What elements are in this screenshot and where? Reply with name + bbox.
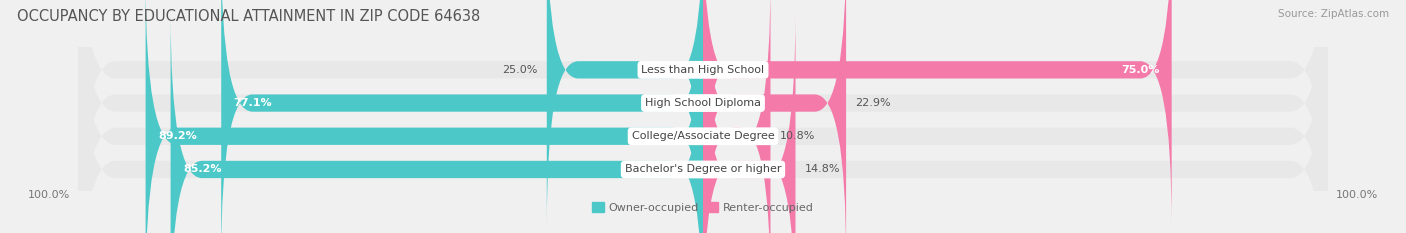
FancyBboxPatch shape	[703, 0, 770, 233]
FancyBboxPatch shape	[703, 0, 846, 233]
FancyBboxPatch shape	[79, 0, 1327, 233]
FancyBboxPatch shape	[79, 0, 1327, 233]
Text: 85.2%: 85.2%	[183, 164, 222, 175]
FancyBboxPatch shape	[146, 0, 703, 233]
FancyBboxPatch shape	[79, 0, 1327, 233]
Text: 75.0%: 75.0%	[1121, 65, 1159, 75]
FancyBboxPatch shape	[703, 12, 796, 233]
FancyBboxPatch shape	[170, 12, 703, 233]
Text: 10.8%: 10.8%	[780, 131, 815, 141]
Text: College/Associate Degree: College/Associate Degree	[631, 131, 775, 141]
Text: High School Diploma: High School Diploma	[645, 98, 761, 108]
Text: 77.1%: 77.1%	[233, 98, 273, 108]
FancyBboxPatch shape	[703, 0, 1171, 227]
FancyBboxPatch shape	[547, 0, 703, 227]
Text: OCCUPANCY BY EDUCATIONAL ATTAINMENT IN ZIP CODE 64638: OCCUPANCY BY EDUCATIONAL ATTAINMENT IN Z…	[17, 9, 479, 24]
Text: 14.8%: 14.8%	[804, 164, 841, 175]
Text: 100.0%: 100.0%	[1336, 190, 1378, 200]
Text: 22.9%: 22.9%	[855, 98, 891, 108]
Text: Less than High School: Less than High School	[641, 65, 765, 75]
Text: Bachelor's Degree or higher: Bachelor's Degree or higher	[624, 164, 782, 175]
Text: Source: ZipAtlas.com: Source: ZipAtlas.com	[1278, 9, 1389, 19]
Text: 100.0%: 100.0%	[28, 190, 70, 200]
FancyBboxPatch shape	[79, 0, 1327, 233]
FancyBboxPatch shape	[221, 0, 703, 233]
Legend: Owner-occupied, Renter-occupied: Owner-occupied, Renter-occupied	[588, 198, 818, 217]
Text: 25.0%: 25.0%	[502, 65, 537, 75]
Text: 89.2%: 89.2%	[157, 131, 197, 141]
